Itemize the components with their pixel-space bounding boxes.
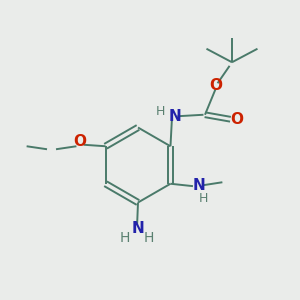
- Text: N: N: [169, 109, 182, 124]
- Text: H: H: [156, 105, 165, 118]
- Text: H: H: [120, 232, 130, 245]
- Text: O: O: [230, 112, 243, 127]
- Text: H: H: [199, 192, 208, 205]
- Text: N: N: [193, 178, 206, 193]
- Text: N: N: [132, 221, 144, 236]
- Text: O: O: [209, 78, 222, 93]
- Text: O: O: [74, 134, 86, 149]
- Text: H: H: [144, 232, 154, 245]
